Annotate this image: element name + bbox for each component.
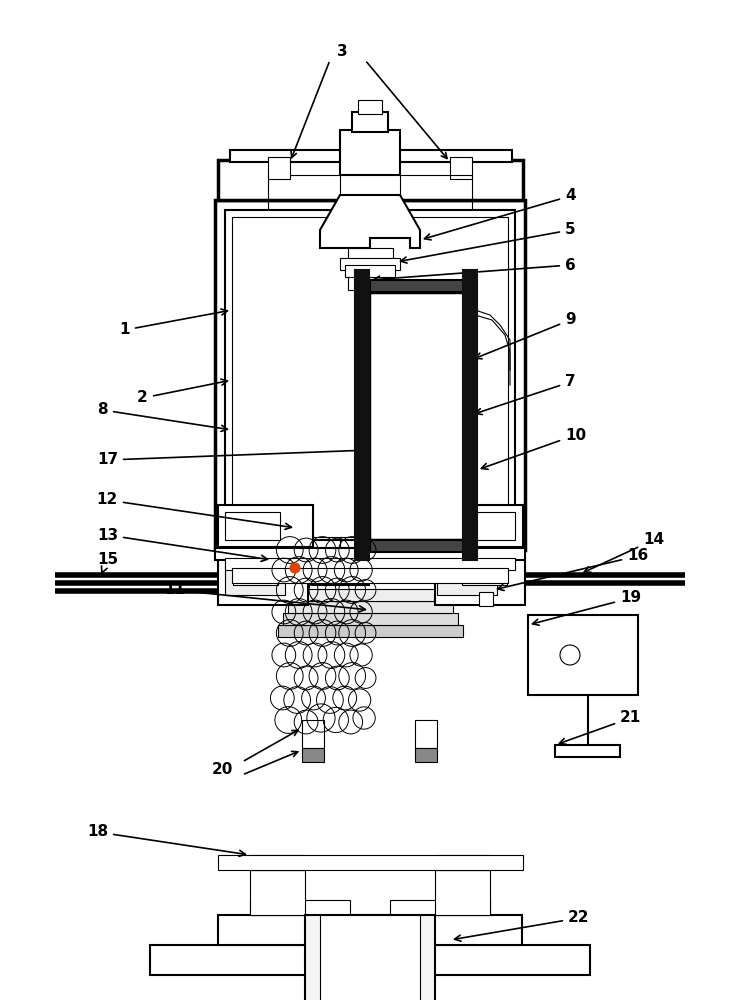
Text: 17: 17 <box>97 447 366 468</box>
Bar <box>450 157 472 179</box>
Bar <box>435 545 525 605</box>
Bar <box>218 160 523 200</box>
Text: 12: 12 <box>97 492 291 529</box>
Text: 6: 6 <box>374 257 576 282</box>
Text: 20: 20 <box>212 762 233 778</box>
Bar <box>435 855 490 870</box>
Bar <box>305 915 435 1000</box>
Bar <box>400 540 435 550</box>
Text: 4: 4 <box>424 188 576 240</box>
Bar <box>348 275 393 290</box>
Bar <box>340 130 400 175</box>
Text: 21: 21 <box>559 710 641 744</box>
Text: 13: 13 <box>97 528 267 561</box>
Bar <box>305 540 340 550</box>
Polygon shape <box>320 195 420 248</box>
Bar <box>415 748 437 762</box>
Bar <box>460 512 515 540</box>
Bar <box>250 870 305 915</box>
Bar <box>232 568 508 583</box>
Bar <box>320 915 420 1000</box>
Text: 7: 7 <box>476 374 576 415</box>
Bar <box>233 565 278 585</box>
Text: 11: 11 <box>164 582 366 612</box>
Bar <box>302 720 324 748</box>
Bar <box>358 100 382 114</box>
Bar <box>479 592 493 606</box>
Bar <box>250 900 350 915</box>
Bar <box>463 270 477 560</box>
Text: 1: 1 <box>120 309 227 338</box>
Bar <box>435 870 490 915</box>
Bar <box>370 540 470 552</box>
Bar <box>437 555 497 595</box>
Text: 10: 10 <box>481 428 586 469</box>
Bar <box>215 548 525 560</box>
Text: 9: 9 <box>476 312 576 359</box>
Text: 22: 22 <box>455 910 589 941</box>
Bar <box>278 625 463 637</box>
Text: 2: 2 <box>137 379 227 406</box>
Bar <box>230 150 512 162</box>
Bar <box>335 547 405 559</box>
Text: 14: 14 <box>584 532 664 572</box>
Text: 18: 18 <box>87 824 245 856</box>
Bar <box>415 720 437 748</box>
Bar <box>348 248 393 260</box>
Bar <box>232 217 508 537</box>
Bar <box>150 945 590 975</box>
Bar <box>250 855 305 870</box>
Bar <box>370 280 470 292</box>
Text: 8: 8 <box>97 402 227 431</box>
Bar <box>528 615 638 695</box>
Bar <box>293 589 448 601</box>
Bar <box>288 601 453 613</box>
Text: 3: 3 <box>337 44 347 60</box>
Bar <box>352 112 388 132</box>
Bar <box>218 855 523 870</box>
Bar <box>340 258 400 270</box>
Bar <box>369 292 471 540</box>
Text: 5: 5 <box>400 223 576 263</box>
Bar <box>225 555 285 595</box>
Text: 19: 19 <box>533 590 641 625</box>
Bar <box>218 545 308 605</box>
Bar <box>345 260 395 275</box>
Bar <box>355 270 369 560</box>
Bar <box>225 512 280 540</box>
Bar <box>283 613 458 625</box>
Bar <box>302 548 344 568</box>
Text: 15: 15 <box>97 552 118 573</box>
Bar <box>340 540 400 552</box>
Bar <box>345 265 395 277</box>
Bar <box>302 748 324 762</box>
Bar <box>390 900 490 915</box>
Bar <box>428 505 523 547</box>
Bar <box>218 915 522 945</box>
Bar <box>555 745 620 757</box>
Bar <box>268 157 290 179</box>
Bar <box>215 200 525 550</box>
Bar <box>462 565 507 585</box>
Bar <box>225 210 515 540</box>
Circle shape <box>290 563 300 573</box>
Bar <box>218 505 313 547</box>
Text: 16: 16 <box>498 548 648 591</box>
Bar <box>225 558 515 570</box>
